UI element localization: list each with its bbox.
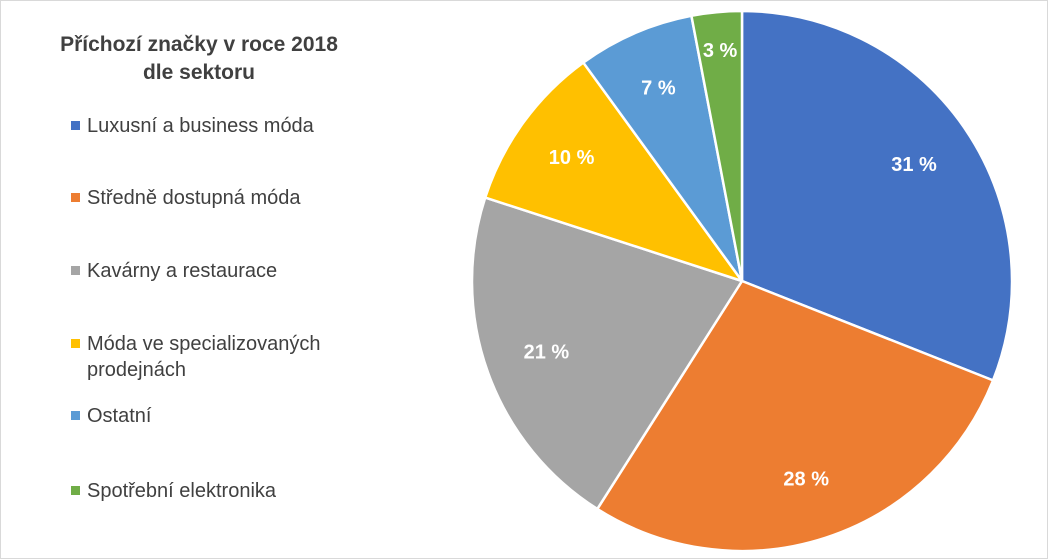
data-label-kavarny: 21 % xyxy=(524,341,570,363)
chart-title-line-2: dle sektoru xyxy=(142,61,256,84)
legend-swatch-stredne xyxy=(71,193,80,202)
chart-title: Příchozí značky v roce 2018 dle sektoru xyxy=(15,31,383,87)
data-label-luxusni: 31 % xyxy=(891,154,937,176)
pie-slice-moda-specializovane xyxy=(483,61,744,283)
data-label-ostatni: 7 % xyxy=(641,78,676,100)
pie-slice-ostatni xyxy=(582,14,744,283)
legend-swatch-ostatni xyxy=(71,411,80,420)
data-label-moda-specializovane: 10 % xyxy=(549,147,595,169)
legend-label-elektronika: Spotřební elektronika xyxy=(87,480,277,502)
pie-slices xyxy=(470,9,1014,553)
legend-label-ostatni: Ostatní xyxy=(87,405,152,427)
pie-slice-kavarny xyxy=(470,196,744,511)
pie-data-labels: 31 % 28 % 21 % 10 % 7 % 3 % xyxy=(524,40,937,491)
pie-slice-elektronika xyxy=(690,9,744,283)
chart-title-line-1: Příchozí značky v roce 2018 xyxy=(60,33,338,56)
data-label-elektronika: 3 % xyxy=(703,40,738,62)
legend-label-luxusni: Luxusní a business móda xyxy=(87,115,314,137)
legend-swatch-luxusni xyxy=(71,121,80,130)
legend-swatch-moda-specializovane xyxy=(71,339,80,348)
legend-label-stredne: Středně dostupná móda xyxy=(87,187,301,209)
data-label-stredne: 28 % xyxy=(783,469,829,491)
legend-swatch-elektronika xyxy=(71,486,80,495)
legend-swatch-kavarny xyxy=(71,266,80,275)
pie-slice-stredne xyxy=(596,279,995,553)
pie-slice-luxusni xyxy=(740,9,1014,382)
legend-label-moda-specializovane: Móda ve specializovaných prodejnách xyxy=(87,333,321,381)
legend-label-kavarny: Kavárny a restaurace xyxy=(87,260,278,282)
